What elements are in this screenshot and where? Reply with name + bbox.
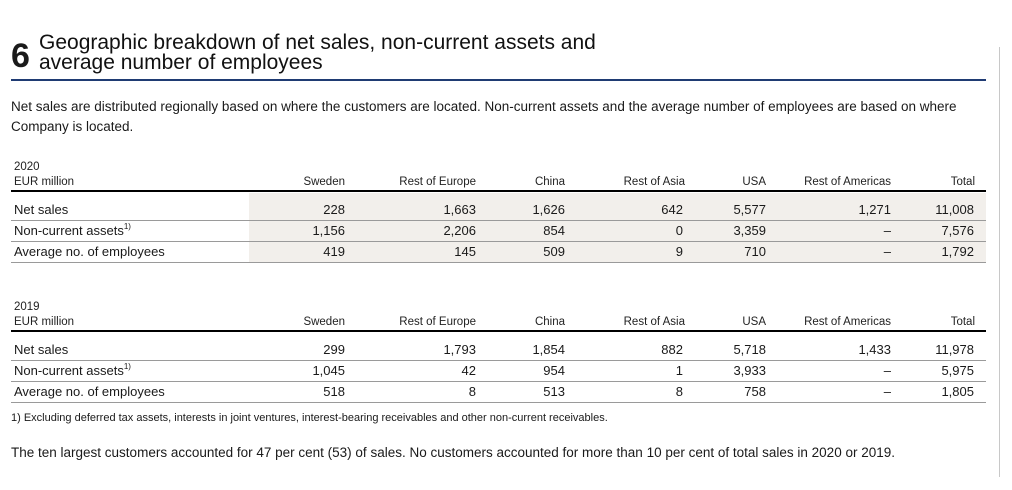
cell-rest-of-asia: 9: [675, 244, 683, 259]
row-label: Net sales: [14, 202, 68, 217]
header-rule: [11, 190, 986, 192]
table-row: Non-current assets1) 1,045 42 954 1 3,933 – 5,9…: [11, 360, 986, 382]
table-year: 2020: [14, 161, 40, 173]
cell-rest-of-asia: 0: [675, 223, 683, 238]
cell-total: 11,978: [935, 342, 974, 357]
column-header-sweden: Sweden: [303, 316, 345, 328]
column-header-china: China: [534, 176, 565, 188]
table-row: Average no. of employees 518 8 513 8 758 – 1,80…: [11, 381, 986, 403]
closing-paragraph: The ten largest customers accounted for …: [11, 445, 895, 460]
cell-china: 1,854: [532, 342, 565, 357]
cell-rest-of-americas: 1,433: [858, 342, 891, 357]
table-unit: EUR million: [14, 316, 75, 328]
row-label-text: Average no. of employees: [14, 384, 165, 399]
footnote-marker: 1): [123, 362, 131, 371]
cell-china: 854: [543, 223, 565, 238]
cell-sweden: 228: [323, 202, 345, 217]
cell-rest-of-americas: –: [883, 363, 891, 378]
cell-rest-of-europe: 145: [454, 244, 476, 259]
cell-rest-of-europe: 2,206: [443, 223, 476, 238]
column-header-rest-of-americas: Rest of Americas: [804, 316, 891, 328]
table-row: Net sales 228 1,663 1,626 642 5,577 1,271 11,00…: [11, 199, 986, 221]
cell-total: 7,576: [941, 223, 974, 238]
cell-china: 1,626: [532, 202, 565, 217]
cell-sweden: 1,156: [312, 223, 345, 238]
column-header-rest-of-americas: Rest of Americas: [804, 176, 891, 188]
column-header-sweden: Sweden: [303, 176, 345, 188]
table-2019: 2019 EUR million Sweden Rest of Europe China…: [11, 300, 986, 405]
cell-sweden: 299: [323, 342, 345, 357]
cell-usa: 5,577: [733, 202, 766, 217]
table-row: Net sales 299 1,793 1,854 882 5,718 1,433 11,97…: [11, 339, 986, 361]
cell-total: 1,805: [941, 384, 974, 399]
column-header-rest-of-asia: Rest of Asia: [623, 316, 685, 328]
row-label: Non-current assets1): [14, 222, 131, 238]
column-header-china: China: [534, 316, 565, 328]
column-header-usa: USA: [742, 176, 766, 188]
row-label-text: Average no. of employees: [14, 244, 165, 259]
table-year: 2019: [14, 301, 40, 313]
footnote-marker: 1): [123, 222, 131, 231]
cell-usa: 758: [744, 384, 766, 399]
cell-rest-of-europe: 8: [468, 384, 476, 399]
cell-rest-of-americas: –: [883, 384, 891, 399]
column-header-rest-of-asia: Rest of Asia: [623, 176, 685, 188]
row-label-text: Non-current assets: [14, 363, 124, 378]
column-header-rest-of-europe: Rest of Europe: [399, 176, 476, 188]
cell-usa: 3,359: [733, 223, 766, 238]
cell-rest-of-asia: 1: [675, 363, 683, 378]
section-title-line2: average number of employees: [39, 51, 323, 74]
column-header-total: Total: [950, 316, 975, 328]
cell-total: 1,792: [941, 244, 974, 259]
header-rule: [11, 330, 986, 332]
section-title-line1: Geographic breakdown of net sales, non-c…: [39, 31, 596, 54]
cell-usa: 5,718: [733, 342, 766, 357]
row-label-text: Non-current assets: [14, 223, 124, 238]
row-label: Non-current assets1): [14, 362, 131, 378]
column-header-rest-of-europe: Rest of Europe: [399, 316, 476, 328]
cell-rest-of-americas: –: [883, 244, 891, 259]
cell-sweden: 419: [323, 244, 345, 259]
cell-rest-of-europe: 42: [461, 363, 476, 378]
cell-sweden: 1,045: [312, 363, 345, 378]
shaded-current-year-area: [249, 193, 986, 263]
row-label: Net sales: [14, 342, 68, 357]
cell-usa: 710: [744, 244, 766, 259]
table-row: Average no. of employees 419 145 509 9 710 – 1,…: [11, 241, 986, 263]
row-label-text: Net sales: [14, 202, 69, 217]
intro-paragraph: Net sales are distributed regionally bas…: [11, 99, 957, 134]
page-edge-rule: [999, 47, 1000, 477]
cell-rest-of-americas: 1,271: [858, 202, 891, 217]
cell-usa: 3,933: [733, 363, 766, 378]
cell-rest-of-asia: 8: [675, 384, 683, 399]
table-unit: EUR million: [14, 176, 75, 188]
footnote: 1) Excluding deferred tax assets, intere…: [11, 412, 608, 424]
cell-rest-of-europe: 1,663: [443, 202, 476, 217]
row-label: Average no. of employees: [14, 384, 165, 399]
row-label-text: Net sales: [14, 342, 69, 357]
column-header-total: Total: [950, 176, 975, 188]
cell-sweden: 518: [323, 384, 345, 399]
table-2020: 2020 EUR million Sweden Rest of Europe China…: [11, 160, 986, 265]
cell-rest-of-asia: 642: [661, 202, 683, 217]
cell-china: 509: [543, 244, 565, 259]
column-header-usa: USA: [742, 316, 766, 328]
cell-total: 5,975: [941, 363, 974, 378]
row-label: Average no. of employees: [14, 244, 165, 259]
cell-china: 954: [543, 363, 565, 378]
cell-china: 513: [543, 384, 565, 399]
table-row: Non-current assets1) 1,156 2,206 854 0 3,359 –…: [11, 220, 986, 242]
section-number: 6: [11, 37, 30, 75]
section-heading: 6 Geographic breakdown of net sales, non…: [11, 31, 986, 81]
cell-total: 11,008: [935, 202, 974, 217]
cell-rest-of-asia: 882: [661, 342, 683, 357]
section-title: Geographic breakdown of net sales, non-c…: [39, 31, 596, 74]
cell-rest-of-europe: 1,793: [443, 342, 476, 357]
cell-rest-of-americas: –: [883, 223, 891, 238]
